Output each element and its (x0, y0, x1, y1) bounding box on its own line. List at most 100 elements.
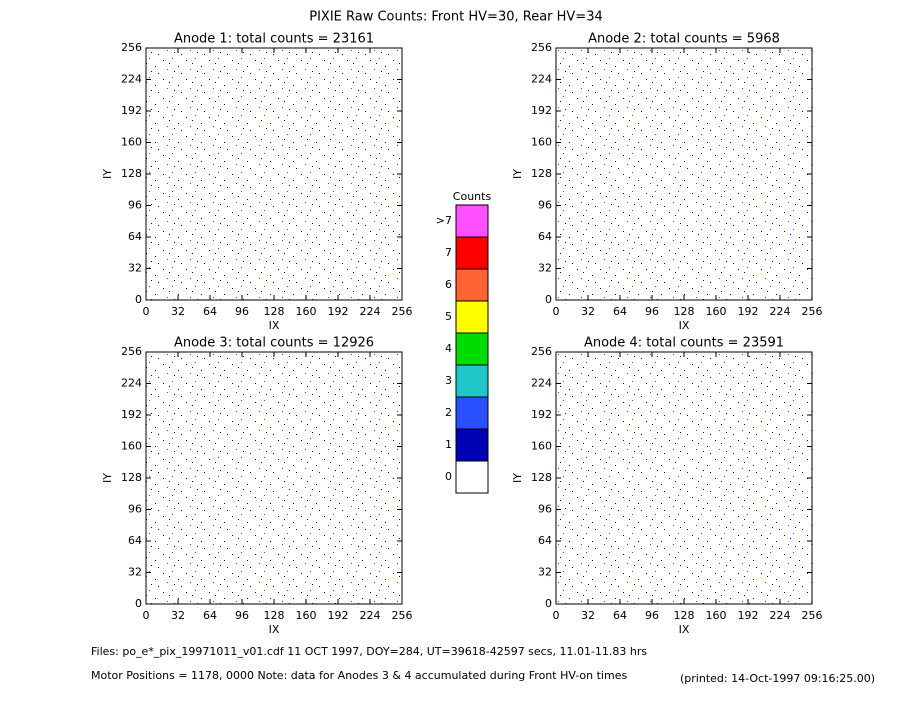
y-tick-label: 128 (531, 471, 552, 484)
y-tick-label: 160 (121, 136, 142, 149)
y-tick-label: 160 (531, 136, 552, 149)
x-tick-label: 64 (203, 609, 217, 622)
colorbar-label: 2 (445, 406, 452, 419)
y-tick-label: 128 (121, 471, 142, 484)
y-tick-label: 224 (121, 377, 142, 390)
x-tick-label: 256 (802, 305, 823, 318)
y-tick-label: 64 (538, 230, 552, 243)
x-tick-label: 256 (392, 609, 413, 622)
y-tick-label: 32 (128, 262, 142, 275)
x-tick-label: 160 (706, 609, 727, 622)
x-tick-label: 128 (264, 305, 285, 318)
x-tick-label: 128 (674, 305, 695, 318)
plot-texture (146, 352, 402, 604)
x-tick-label: 64 (613, 609, 627, 622)
x-tick-label: 224 (360, 609, 381, 622)
y-tick-label: 128 (121, 167, 142, 180)
x-tick-label: 192 (328, 609, 349, 622)
y-tick-label: 224 (121, 73, 142, 86)
y-tick-label: 160 (121, 440, 142, 453)
y-axis-label: IY (511, 473, 524, 483)
colorbar-label: 1 (445, 438, 452, 451)
y-tick-label: 32 (538, 566, 552, 579)
y-tick-label: 192 (121, 104, 142, 117)
y-tick-label: 256 (121, 41, 142, 54)
y-tick-label: 32 (538, 262, 552, 275)
y-tick-label: 64 (538, 534, 552, 547)
y-tick-label: 160 (531, 440, 552, 453)
x-tick-label: 160 (296, 305, 317, 318)
y-tick-label: 64 (128, 534, 142, 547)
footer-motor: Motor Positions = 1178, 0000 Note: data … (91, 669, 627, 682)
colorbar-label: >7 (436, 214, 452, 227)
y-tick-label: 0 (545, 597, 552, 610)
footer-files: Files: po_e*_pix_19971011_v01.cdf 11 OCT… (91, 645, 647, 658)
y-tick-label: 0 (135, 293, 142, 306)
page-title: PIXIE Raw Counts: Front HV=30, Rear HV=3… (309, 10, 603, 25)
colorbar-swatch (455, 396, 489, 430)
plot-title: Anode 3: total counts = 12926 (174, 336, 374, 351)
x-tick-label: 0 (143, 609, 150, 622)
x-tick-label: 32 (581, 305, 595, 318)
y-tick-label: 128 (531, 167, 552, 180)
plot-title: Anode 2: total counts = 5968 (588, 32, 780, 47)
x-tick-label: 128 (674, 609, 695, 622)
x-tick-label: 96 (645, 305, 659, 318)
y-axis-label: IY (101, 473, 114, 483)
y-tick-label: 192 (531, 104, 552, 117)
x-tick-label: 224 (770, 609, 791, 622)
x-tick-label: 32 (171, 609, 185, 622)
x-tick-label: 128 (264, 609, 285, 622)
y-axis-label: IY (101, 169, 114, 179)
colorbar-swatch (455, 428, 489, 462)
x-tick-label: 192 (738, 305, 759, 318)
x-tick-label: 32 (171, 305, 185, 318)
y-tick-label: 96 (538, 199, 552, 212)
colorbar-label: 4 (445, 342, 452, 355)
colorbar-label: 0 (445, 470, 452, 483)
y-tick-label: 0 (545, 293, 552, 306)
y-tick-label: 224 (531, 73, 552, 86)
x-tick-label: 0 (553, 305, 560, 318)
colorbar-swatch (455, 460, 489, 494)
y-tick-label: 96 (128, 503, 142, 516)
plot-title: Anode 4: total counts = 23591 (584, 336, 784, 351)
y-tick-label: 96 (538, 503, 552, 516)
x-tick-label: 64 (203, 305, 217, 318)
y-tick-label: 64 (128, 230, 142, 243)
plot-texture (556, 48, 812, 300)
y-tick-label: 256 (531, 345, 552, 358)
y-tick-label: 256 (531, 41, 552, 54)
y-tick-label: 256 (121, 345, 142, 358)
x-tick-label: 160 (296, 609, 317, 622)
x-tick-label: 224 (770, 305, 791, 318)
colorbar-swatch (455, 268, 489, 302)
colorbar-swatch (455, 332, 489, 366)
x-tick-label: 96 (645, 609, 659, 622)
y-tick-label: 96 (128, 199, 142, 212)
x-tick-label: 64 (613, 305, 627, 318)
x-tick-label: 0 (143, 305, 150, 318)
y-axis-label: IY (511, 169, 524, 179)
x-tick-label: 96 (235, 305, 249, 318)
x-tick-label: 256 (392, 305, 413, 318)
plot-texture (146, 48, 402, 300)
x-tick-label: 192 (738, 609, 759, 622)
y-tick-label: 192 (121, 408, 142, 421)
footer-printed: (printed: 14-Oct-1997 09:16:25.00) (680, 672, 875, 685)
x-tick-label: 160 (706, 305, 727, 318)
x-axis-label: IX (269, 623, 280, 636)
colorbar-swatch (455, 204, 489, 238)
x-tick-label: 0 (553, 609, 560, 622)
y-tick-label: 0 (135, 597, 142, 610)
colorbar-label: 7 (445, 246, 452, 259)
x-tick-label: 32 (581, 609, 595, 622)
y-tick-label: 224 (531, 377, 552, 390)
y-tick-label: 32 (128, 566, 142, 579)
x-axis-label: IX (269, 319, 280, 332)
x-axis-label: IX (679, 319, 690, 332)
x-axis-label: IX (679, 623, 690, 636)
x-tick-label: 224 (360, 305, 381, 318)
x-tick-label: 192 (328, 305, 349, 318)
